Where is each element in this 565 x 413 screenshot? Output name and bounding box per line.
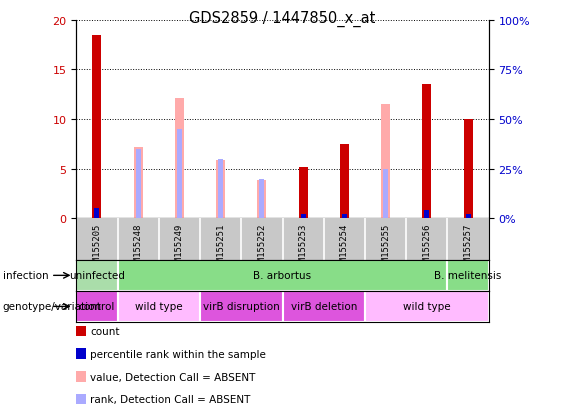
- Bar: [175, 99, 184, 219]
- Text: GSM155254: GSM155254: [340, 223, 349, 271]
- Bar: [381, 105, 390, 219]
- Bar: [282, 291, 365, 322]
- Text: rank, Detection Call = ABSENT: rank, Detection Call = ABSENT: [90, 394, 251, 404]
- Bar: [383, 213, 388, 219]
- Bar: [118, 260, 447, 291]
- Bar: [447, 260, 489, 291]
- Text: GSM155253: GSM155253: [299, 223, 307, 271]
- Text: GSM155248: GSM155248: [134, 223, 142, 271]
- Text: infection: infection: [3, 271, 49, 281]
- Bar: [76, 260, 118, 291]
- Bar: [365, 291, 489, 322]
- Text: wild type: wild type: [135, 301, 182, 312]
- Text: GSM155205: GSM155205: [93, 223, 101, 271]
- Text: uninfected: uninfected: [69, 271, 125, 281]
- Text: B. arbortus: B. arbortus: [254, 271, 311, 281]
- Text: GDS2859 / 1447850_x_at: GDS2859 / 1447850_x_at: [189, 10, 376, 26]
- Bar: [177, 215, 182, 219]
- Bar: [218, 159, 223, 219]
- Bar: [216, 160, 225, 219]
- Bar: [424, 211, 429, 219]
- Bar: [422, 85, 432, 219]
- Text: wild type: wild type: [403, 301, 451, 312]
- Bar: [118, 291, 200, 322]
- Bar: [259, 215, 264, 219]
- Text: GSM155256: GSM155256: [423, 223, 431, 271]
- Bar: [463, 120, 473, 219]
- Bar: [383, 169, 388, 219]
- Text: B. melitensis: B. melitensis: [434, 271, 502, 281]
- Bar: [298, 167, 308, 219]
- Bar: [259, 179, 264, 219]
- Bar: [466, 215, 471, 219]
- Bar: [177, 130, 182, 219]
- Bar: [340, 145, 349, 219]
- Text: GSM155257: GSM155257: [464, 223, 472, 271]
- Text: control: control: [79, 301, 115, 312]
- Bar: [218, 215, 223, 219]
- Bar: [136, 150, 141, 219]
- Text: genotype/variation: genotype/variation: [3, 301, 102, 312]
- Bar: [200, 291, 282, 322]
- Text: value, Detection Call = ABSENT: value, Detection Call = ABSENT: [90, 372, 256, 382]
- Text: count: count: [90, 326, 120, 336]
- Bar: [257, 180, 267, 219]
- Bar: [92, 36, 102, 219]
- Bar: [94, 209, 99, 219]
- Bar: [76, 291, 118, 322]
- Text: virB deletion: virB deletion: [290, 301, 357, 312]
- Text: GSM155249: GSM155249: [175, 223, 184, 271]
- Bar: [133, 147, 143, 219]
- Text: percentile rank within the sample: percentile rank within the sample: [90, 349, 266, 359]
- Bar: [342, 215, 347, 219]
- Text: GSM155251: GSM155251: [216, 223, 225, 271]
- Bar: [301, 215, 306, 219]
- Text: GSM155255: GSM155255: [381, 223, 390, 271]
- Text: virB disruption: virB disruption: [203, 301, 280, 312]
- Text: GSM155252: GSM155252: [258, 223, 266, 271]
